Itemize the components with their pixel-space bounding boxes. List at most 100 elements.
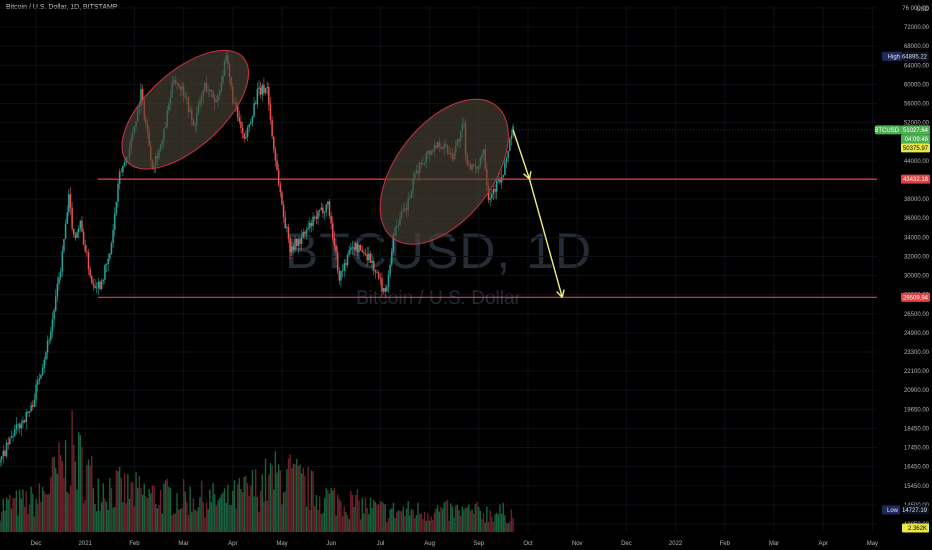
volume-bar xyxy=(384,504,386,532)
volume-bar xyxy=(292,463,295,532)
candle-body xyxy=(494,189,496,192)
volume-bar xyxy=(205,502,208,532)
time-axis[interactable]: Dec 2021 Feb Mar Apr May Jun Jul Aug Sep Oct Nov Dec… xyxy=(31,541,878,547)
first-top-ellipse[interactable] xyxy=(102,29,269,190)
candle-body xyxy=(56,283,59,297)
volume-bar xyxy=(418,513,421,532)
volume-bar xyxy=(228,505,231,532)
volume-bar xyxy=(307,466,309,532)
candle-body xyxy=(81,220,83,232)
drawing-annotations[interactable] xyxy=(102,29,565,298)
candle-body xyxy=(495,180,498,192)
volume-bar xyxy=(484,522,486,532)
volume-bar xyxy=(122,502,124,532)
candle-body xyxy=(54,296,57,311)
candle-body xyxy=(364,253,367,255)
candle-body xyxy=(327,201,329,205)
volume-bar xyxy=(123,473,126,532)
candle-body xyxy=(369,253,372,263)
down-arrow-2[interactable] xyxy=(528,178,563,298)
volume-bar xyxy=(263,501,265,532)
volume-bar xyxy=(328,493,331,532)
candle-body xyxy=(291,246,293,253)
volume-badge-bg xyxy=(902,523,929,533)
volume-bar xyxy=(81,447,83,532)
volume-bar xyxy=(0,511,3,532)
volume-bar xyxy=(71,410,73,532)
time-tick-label: 2021 xyxy=(79,541,93,547)
price-tick-label: 16450.00 xyxy=(904,465,930,471)
volume-bar xyxy=(474,504,477,532)
volume-bar xyxy=(368,514,370,532)
second-top-ellipse[interactable] xyxy=(355,76,534,267)
last-price-badge-bg xyxy=(901,125,930,135)
candle-body xyxy=(374,270,377,273)
volume-bar xyxy=(15,490,18,532)
volume-bar xyxy=(27,513,29,532)
horizontal-levels[interactable] xyxy=(98,178,877,298)
candle-body xyxy=(341,270,344,272)
volume-bar xyxy=(381,502,383,532)
candle-body xyxy=(118,171,121,184)
volume-bar xyxy=(186,502,188,532)
volume-bar xyxy=(489,510,491,532)
volume-bar xyxy=(23,506,26,532)
candle-body xyxy=(354,243,357,250)
volume-bar xyxy=(407,500,409,532)
volume-bar xyxy=(215,505,218,532)
candle-body xyxy=(20,423,23,429)
volume-bar xyxy=(509,521,511,532)
volume-bar xyxy=(110,488,113,532)
candle-body xyxy=(348,249,350,255)
candle-body xyxy=(120,171,123,173)
volume-bar xyxy=(182,479,185,532)
volume-bar xyxy=(269,462,272,532)
price-tick-label: 18450.00 xyxy=(904,426,930,432)
volume-bar xyxy=(281,504,283,532)
volume-bar xyxy=(258,511,260,532)
resistance-badge-bg xyxy=(901,174,930,184)
candle-body xyxy=(25,411,27,423)
volume-bar xyxy=(399,510,401,532)
down-arrow-1[interactable] xyxy=(512,129,531,180)
volume-bar xyxy=(132,482,134,532)
volume-bar xyxy=(235,508,237,532)
candle-body xyxy=(366,254,368,261)
volume-bar xyxy=(20,498,23,532)
volume-bar xyxy=(202,502,204,532)
candle-body xyxy=(502,175,505,177)
candle-body xyxy=(322,207,324,214)
volume-bar xyxy=(9,494,11,532)
volume-bar xyxy=(68,493,70,532)
price-tick-label: 19650.00 xyxy=(904,407,930,413)
volume-bar xyxy=(89,465,91,532)
candle-body xyxy=(297,239,300,246)
volume-bar xyxy=(243,476,245,532)
candle-body xyxy=(284,217,286,228)
volume-bar xyxy=(336,494,339,532)
volume-bar xyxy=(464,507,467,532)
candle-body xyxy=(299,239,301,245)
volume-bar xyxy=(94,504,96,532)
candle-body xyxy=(333,238,336,246)
volume-bar xyxy=(18,489,21,532)
candle-body xyxy=(248,124,250,128)
price-tick-label: 24900.00 xyxy=(904,331,930,337)
volume-bar xyxy=(335,515,337,532)
volume-bar xyxy=(273,489,275,532)
volume-bar xyxy=(264,458,267,532)
volume-bar xyxy=(105,501,108,532)
volume-bar xyxy=(58,442,60,532)
price-axis[interactable]: 76 000.00 72000.00 68000.00 64000.00 60000.0… xyxy=(902,6,929,528)
time-tick-label: Jul xyxy=(377,541,385,547)
candle-body xyxy=(271,119,273,137)
candle-body xyxy=(492,189,495,195)
arrow-head xyxy=(528,171,532,180)
volume-bar xyxy=(138,476,141,532)
volume-bar xyxy=(317,509,319,532)
volume-bar xyxy=(318,496,321,532)
time-tick-label: Nov xyxy=(572,541,583,547)
candle-body xyxy=(112,229,114,243)
volume-bar xyxy=(379,501,382,532)
